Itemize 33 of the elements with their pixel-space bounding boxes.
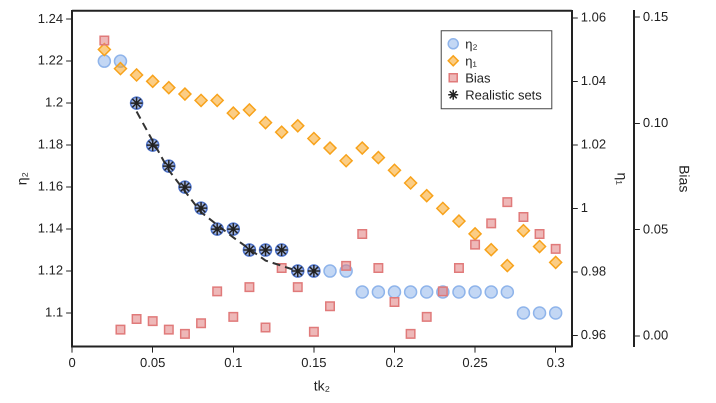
y3-tick-label: 0.10	[642, 115, 668, 130]
y3-axis-title: Bias	[676, 165, 693, 192]
y3-tick-label: 0.05	[642, 221, 668, 236]
y2-tick-label: 1.04	[580, 72, 606, 88]
y2-tick-label: 0.98	[580, 264, 606, 279]
y-tick-label: 1.2	[45, 94, 64, 110]
x-tick-label: 0.25	[462, 354, 488, 370]
legend-label: η₂	[465, 36, 478, 52]
y-tick-label: 1.12	[38, 262, 64, 278]
x-tick-label: 0.05	[140, 354, 166, 370]
y-axis-title: η₂	[13, 172, 30, 186]
x-tick-label: 0.1	[224, 354, 242, 370]
y2-tick-label: 1.06	[580, 9, 606, 24]
x-axis-title: tk₂	[314, 377, 330, 394]
y-tick-label: 1.16	[38, 178, 64, 194]
y3-tick-label: 0.15	[642, 8, 668, 24]
legend-label: Bias	[465, 70, 492, 86]
x-tick-label: 0.3	[546, 354, 565, 370]
x-tick-label: 0	[68, 354, 76, 370]
y-tick-label: 1.1	[45, 304, 64, 320]
legend-label: η₁	[465, 53, 478, 68]
y-tick-label: 1.18	[38, 136, 64, 152]
y3-tick-label: 0.00	[642, 328, 668, 343]
x-tick-label: 0.15	[301, 354, 327, 370]
legend-label: Realistic sets	[465, 87, 542, 102]
y2-tick-label: 1	[580, 200, 588, 215]
x-tick-label: 0.2	[385, 354, 404, 370]
y-tick-label: 1.14	[38, 220, 64, 236]
y-tick-label: 1.22	[38, 52, 64, 68]
y2-axis-title: η₁	[614, 172, 631, 186]
y2-tick-label: 0.96	[580, 327, 606, 342]
y-tick-label: 1.24	[38, 10, 64, 26]
y2-tick-label: 1.02	[580, 136, 606, 152]
